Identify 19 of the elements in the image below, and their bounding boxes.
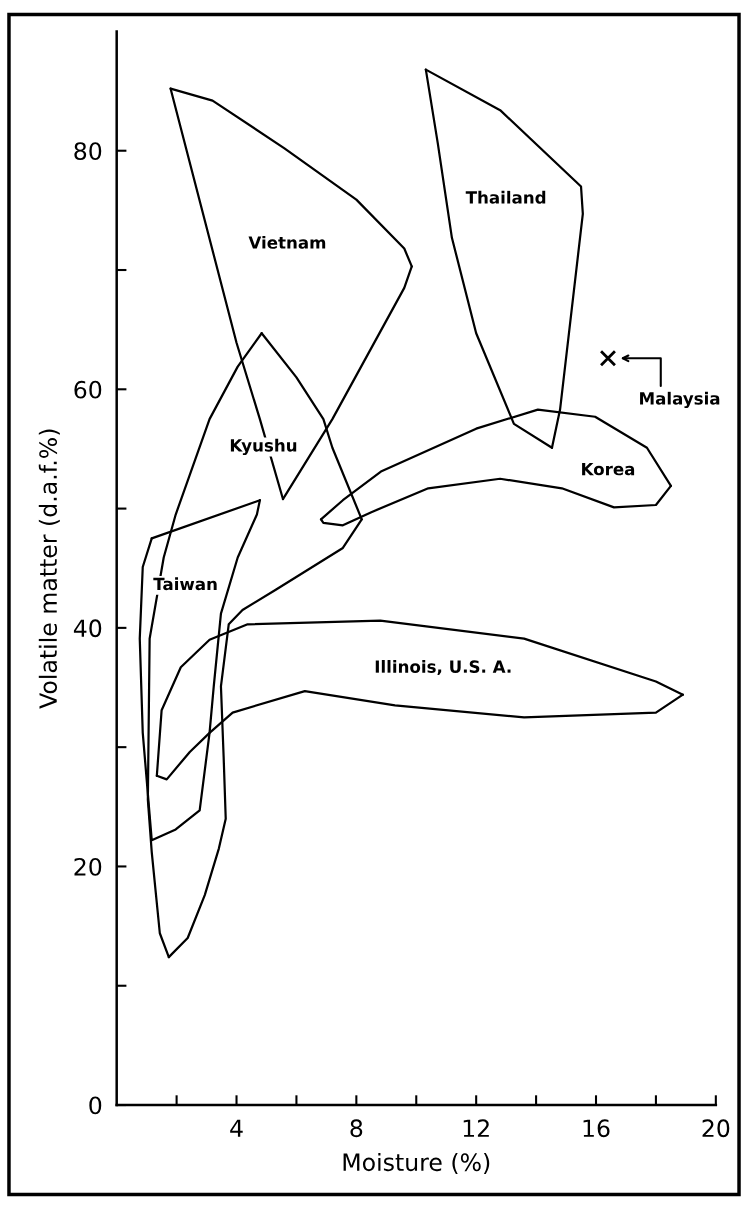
x-tick-label: 12 (463, 1119, 489, 1137)
x-tick-label: 4 (230, 1119, 243, 1137)
y-tick-label: 80 (74, 142, 102, 161)
y-tick-label: 20 (74, 857, 102, 876)
y-axis-title: Volatile matter (d.a.f.%) (38, 429, 60, 709)
x-tick-label: 20 (702, 1119, 730, 1138)
x-tick-label: 16 (583, 1119, 610, 1138)
annotation: Vietnam (248, 235, 326, 249)
annotation: Taiwan (153, 577, 217, 591)
x-axis-title: Moisture (%) (343, 1152, 490, 1174)
y-tick-label: 60 (74, 380, 102, 399)
annotation: Illinois, U.S. A. (375, 660, 511, 676)
annotation: Kyushu (230, 438, 297, 456)
annotation: Thailand (465, 190, 546, 204)
y-tick-label: 40 (73, 619, 102, 638)
annotation: Malaysia (640, 391, 720, 409)
x-tick-label: 8 (350, 1119, 363, 1138)
annotation: Korea (582, 462, 635, 476)
y-tick-label: 0 (89, 1096, 102, 1115)
